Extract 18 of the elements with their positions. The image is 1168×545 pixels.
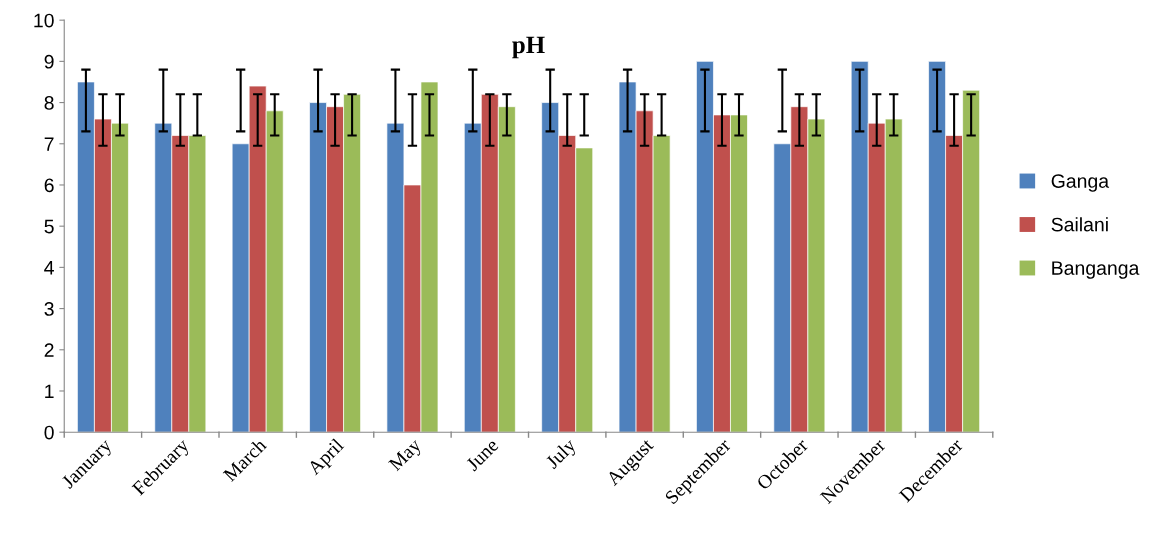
legend-label: Sailani [1051,217,1108,232]
x-tick-label: May [388,437,425,475]
legend-label: Ganga [1051,174,1110,192]
y-tick-label: 8 [44,96,54,110]
y-tick-label: 2 [44,343,54,357]
y-tick-label: 9 [44,54,54,69]
x-tick-label: July [544,437,580,473]
y-tick-label: 7 [44,137,54,151]
x-tick-label: June [465,438,500,472]
y-tick-label: 10 [34,13,54,28]
text: pH [512,36,545,59]
y-tick-label: 1 [45,384,54,399]
y-tick-label: 0 [44,425,54,440]
y-tick-label: 5 [44,219,54,234]
y-tick-label: 6 [44,178,54,193]
y-tick-label: 3 [44,302,54,316]
y-tick-label: 4 [44,261,54,275]
legend-label: Banganga [1052,261,1140,279]
